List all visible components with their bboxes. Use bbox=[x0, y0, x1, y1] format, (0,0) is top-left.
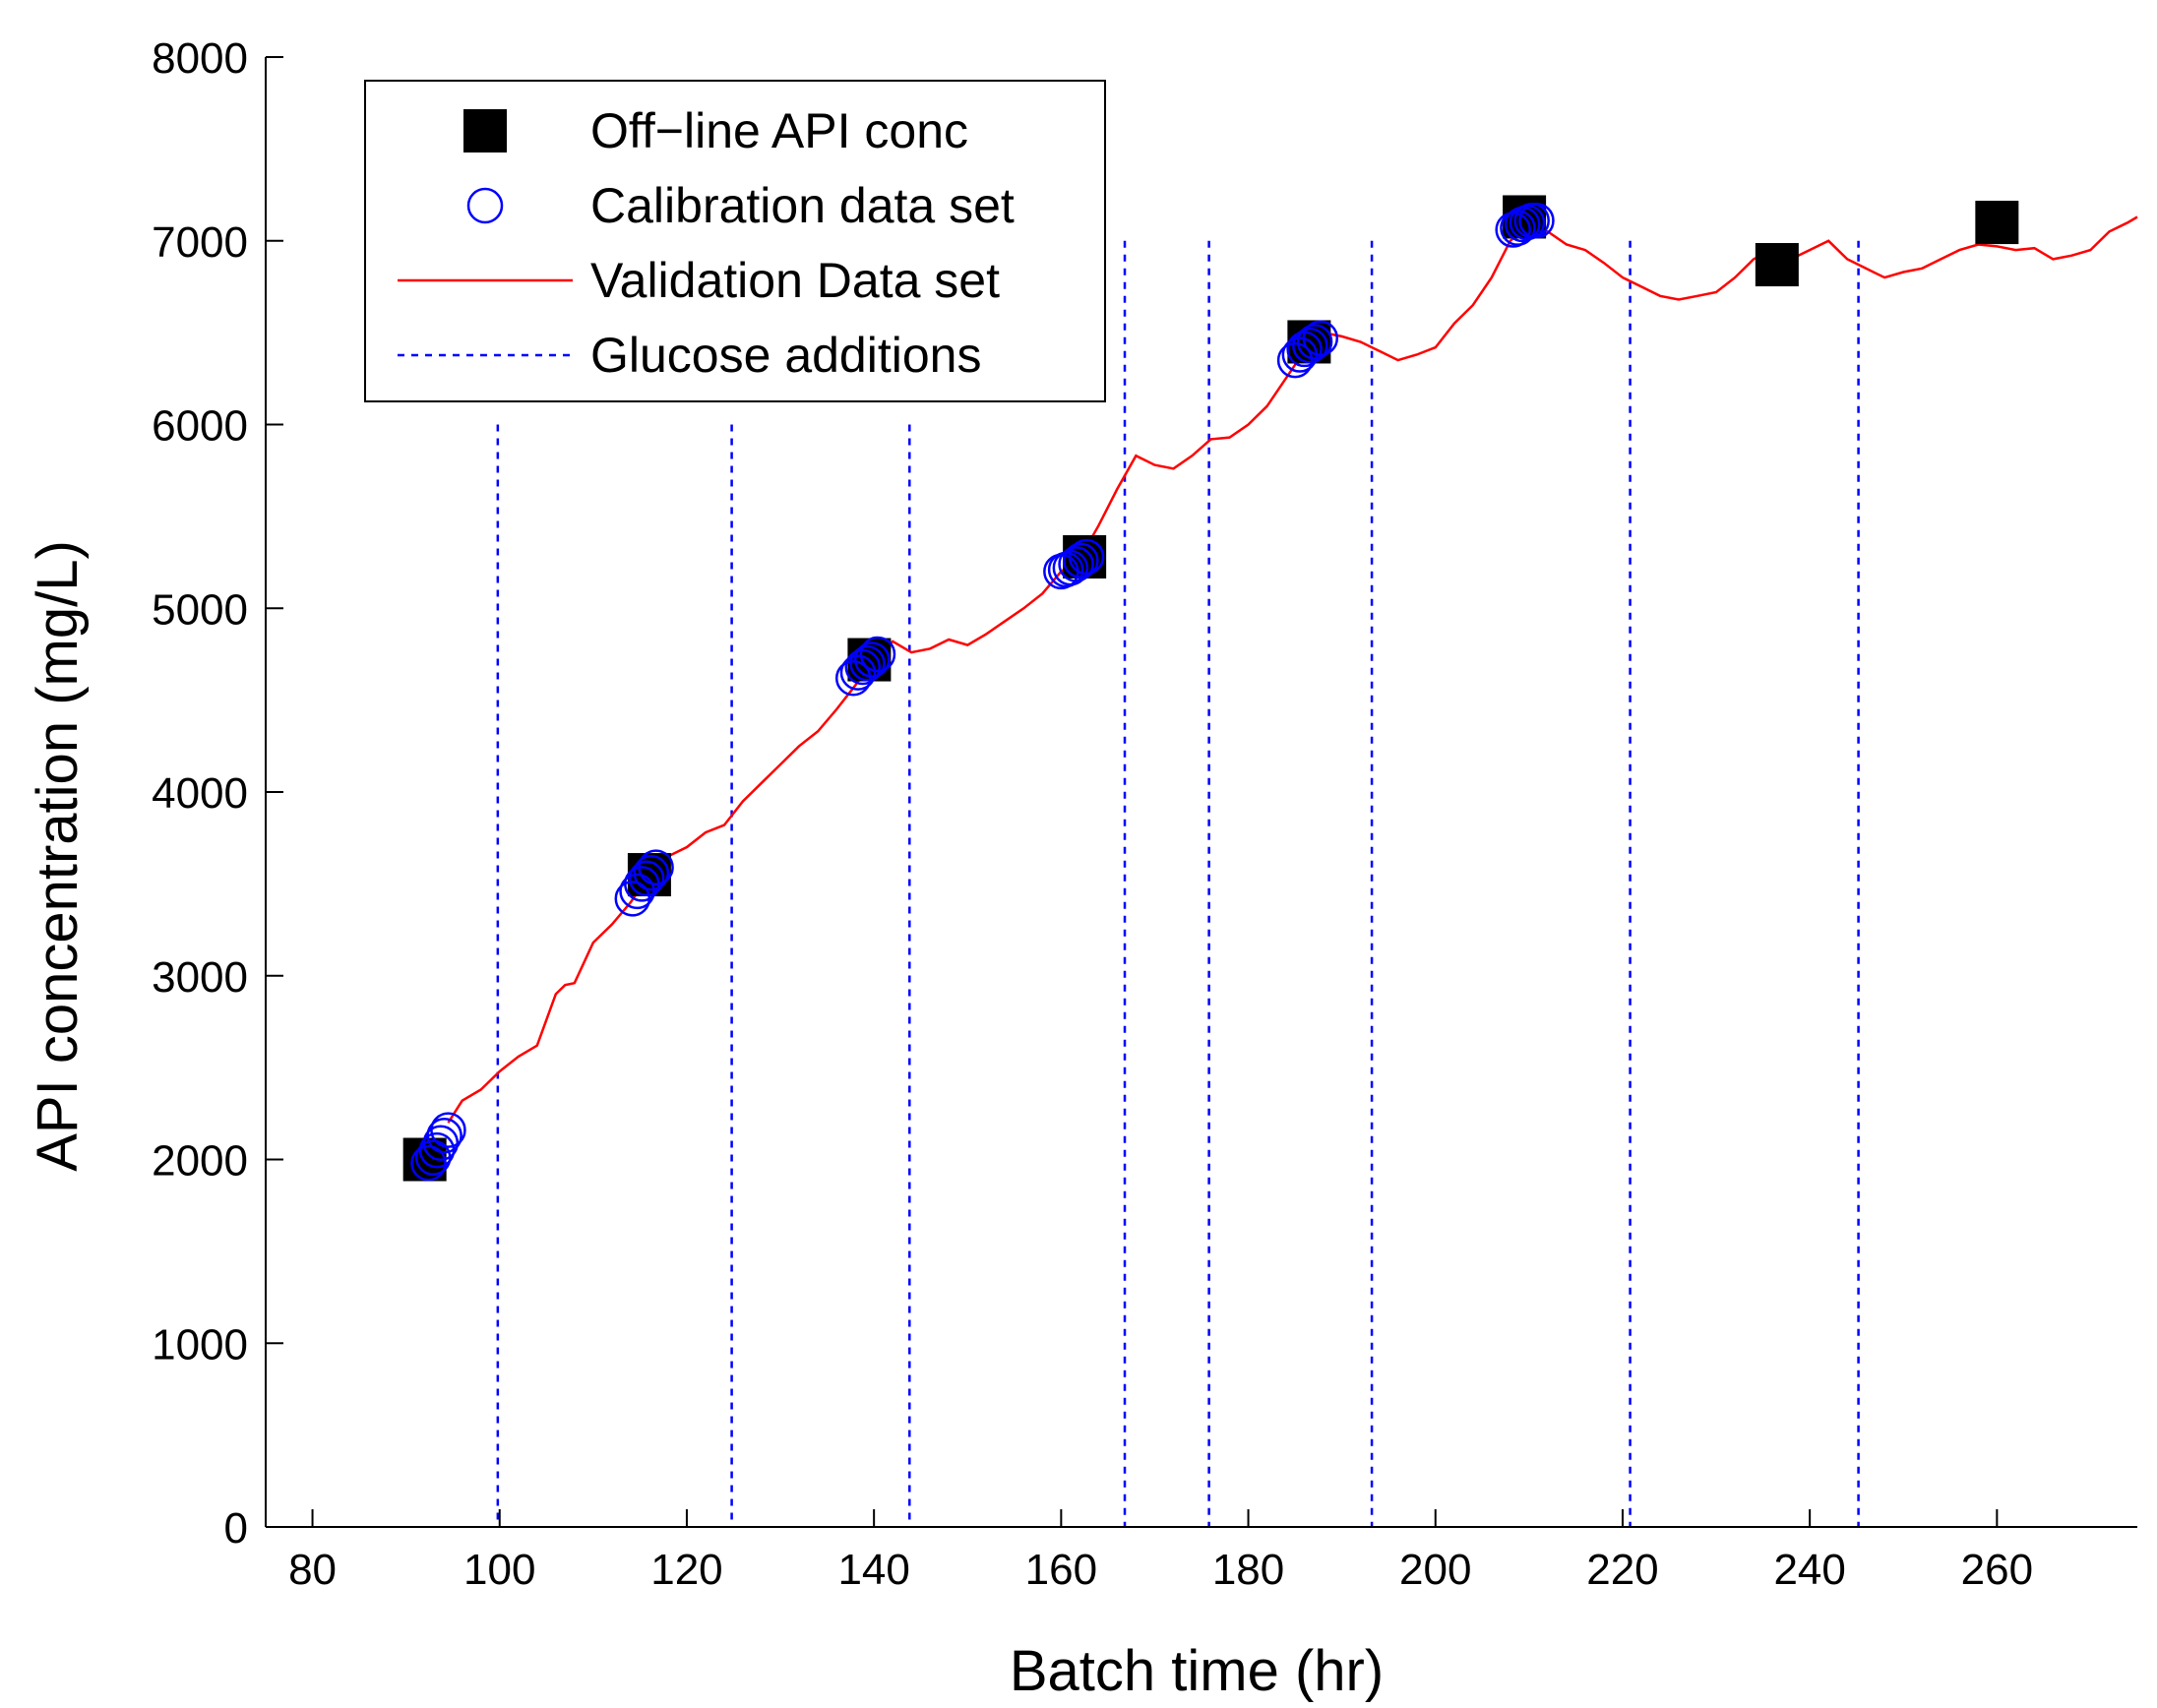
glucose-additions-series bbox=[496, 240, 1860, 1527]
calibration-point bbox=[633, 854, 670, 891]
legend-label: Validation Data set bbox=[590, 253, 1000, 308]
validation-line bbox=[447, 215, 2138, 1124]
calibration-point bbox=[849, 645, 886, 682]
x-tick-label: 80 bbox=[288, 1546, 337, 1594]
offline-api-conc-marker bbox=[1975, 201, 2019, 245]
calibration-point bbox=[834, 659, 872, 697]
x-tick-label: 200 bbox=[1399, 1546, 1471, 1594]
calibration-point bbox=[1292, 327, 1328, 364]
legend-circle-icon bbox=[466, 187, 504, 224]
x-tick-label: 180 bbox=[1212, 1546, 1284, 1594]
calibration-point bbox=[1058, 546, 1094, 582]
calibration-point bbox=[859, 636, 896, 673]
calibration-point bbox=[1068, 538, 1105, 576]
x-tick-label: 160 bbox=[1025, 1546, 1097, 1594]
y-tick-label: 3000 bbox=[152, 953, 248, 1002]
y-tick-label: 6000 bbox=[152, 402, 248, 451]
x-tick-label: 260 bbox=[1961, 1546, 2033, 1594]
calibration-point bbox=[1063, 542, 1099, 579]
y-tick-label: 7000 bbox=[152, 218, 248, 267]
calibration-point bbox=[844, 648, 881, 686]
legend: Off−line API conc Calibration data set Val… bbox=[364, 80, 1106, 402]
y-tick-label: 0 bbox=[224, 1504, 248, 1553]
x-tick-label: 220 bbox=[1586, 1546, 1658, 1594]
offline-api-conc-marker bbox=[1755, 243, 1799, 287]
calibration-point bbox=[619, 873, 655, 910]
y-axis-title: API concentration (mg/L) bbox=[26, 540, 90, 1172]
calibration-point bbox=[839, 654, 877, 691]
legend-label: Calibration data set bbox=[590, 178, 1015, 233]
x-tick-label: 240 bbox=[1773, 1546, 1845, 1594]
calibration-point bbox=[1302, 320, 1339, 356]
calibration-point bbox=[426, 1117, 462, 1154]
calibration-point bbox=[638, 849, 674, 885]
validation-data-series bbox=[447, 215, 2138, 1124]
calibration-point bbox=[1518, 202, 1555, 239]
x-tick-label: 140 bbox=[837, 1546, 909, 1594]
x-tick-label: 120 bbox=[650, 1546, 722, 1594]
legend-square-icon bbox=[463, 109, 507, 152]
x-tick-label: 100 bbox=[463, 1546, 535, 1594]
calibration-point bbox=[1296, 324, 1333, 360]
y-tick-label: 4000 bbox=[152, 769, 248, 818]
calibration-point bbox=[853, 641, 891, 678]
legend-label: Glucose additions bbox=[590, 328, 981, 383]
y-tick-label: 2000 bbox=[152, 1137, 248, 1186]
y-tick-label: 8000 bbox=[152, 34, 248, 83]
y-tick-label: 5000 bbox=[152, 585, 248, 634]
calibration-point bbox=[410, 1144, 447, 1182]
calibration-data-series bbox=[410, 202, 1555, 1182]
axes: 80 100 120 140 160 180 200 220 240 260 0 1000 2000 30… bbox=[152, 34, 2137, 1594]
x-axis-title: Batch time (hr) bbox=[1010, 1639, 1384, 1703]
legend-label: Off−line API conc bbox=[590, 103, 968, 158]
y-tick-label: 1000 bbox=[152, 1320, 248, 1369]
calibration-point bbox=[628, 860, 665, 897]
calibration-point bbox=[430, 1112, 466, 1148]
calibration-point bbox=[1276, 341, 1314, 379]
